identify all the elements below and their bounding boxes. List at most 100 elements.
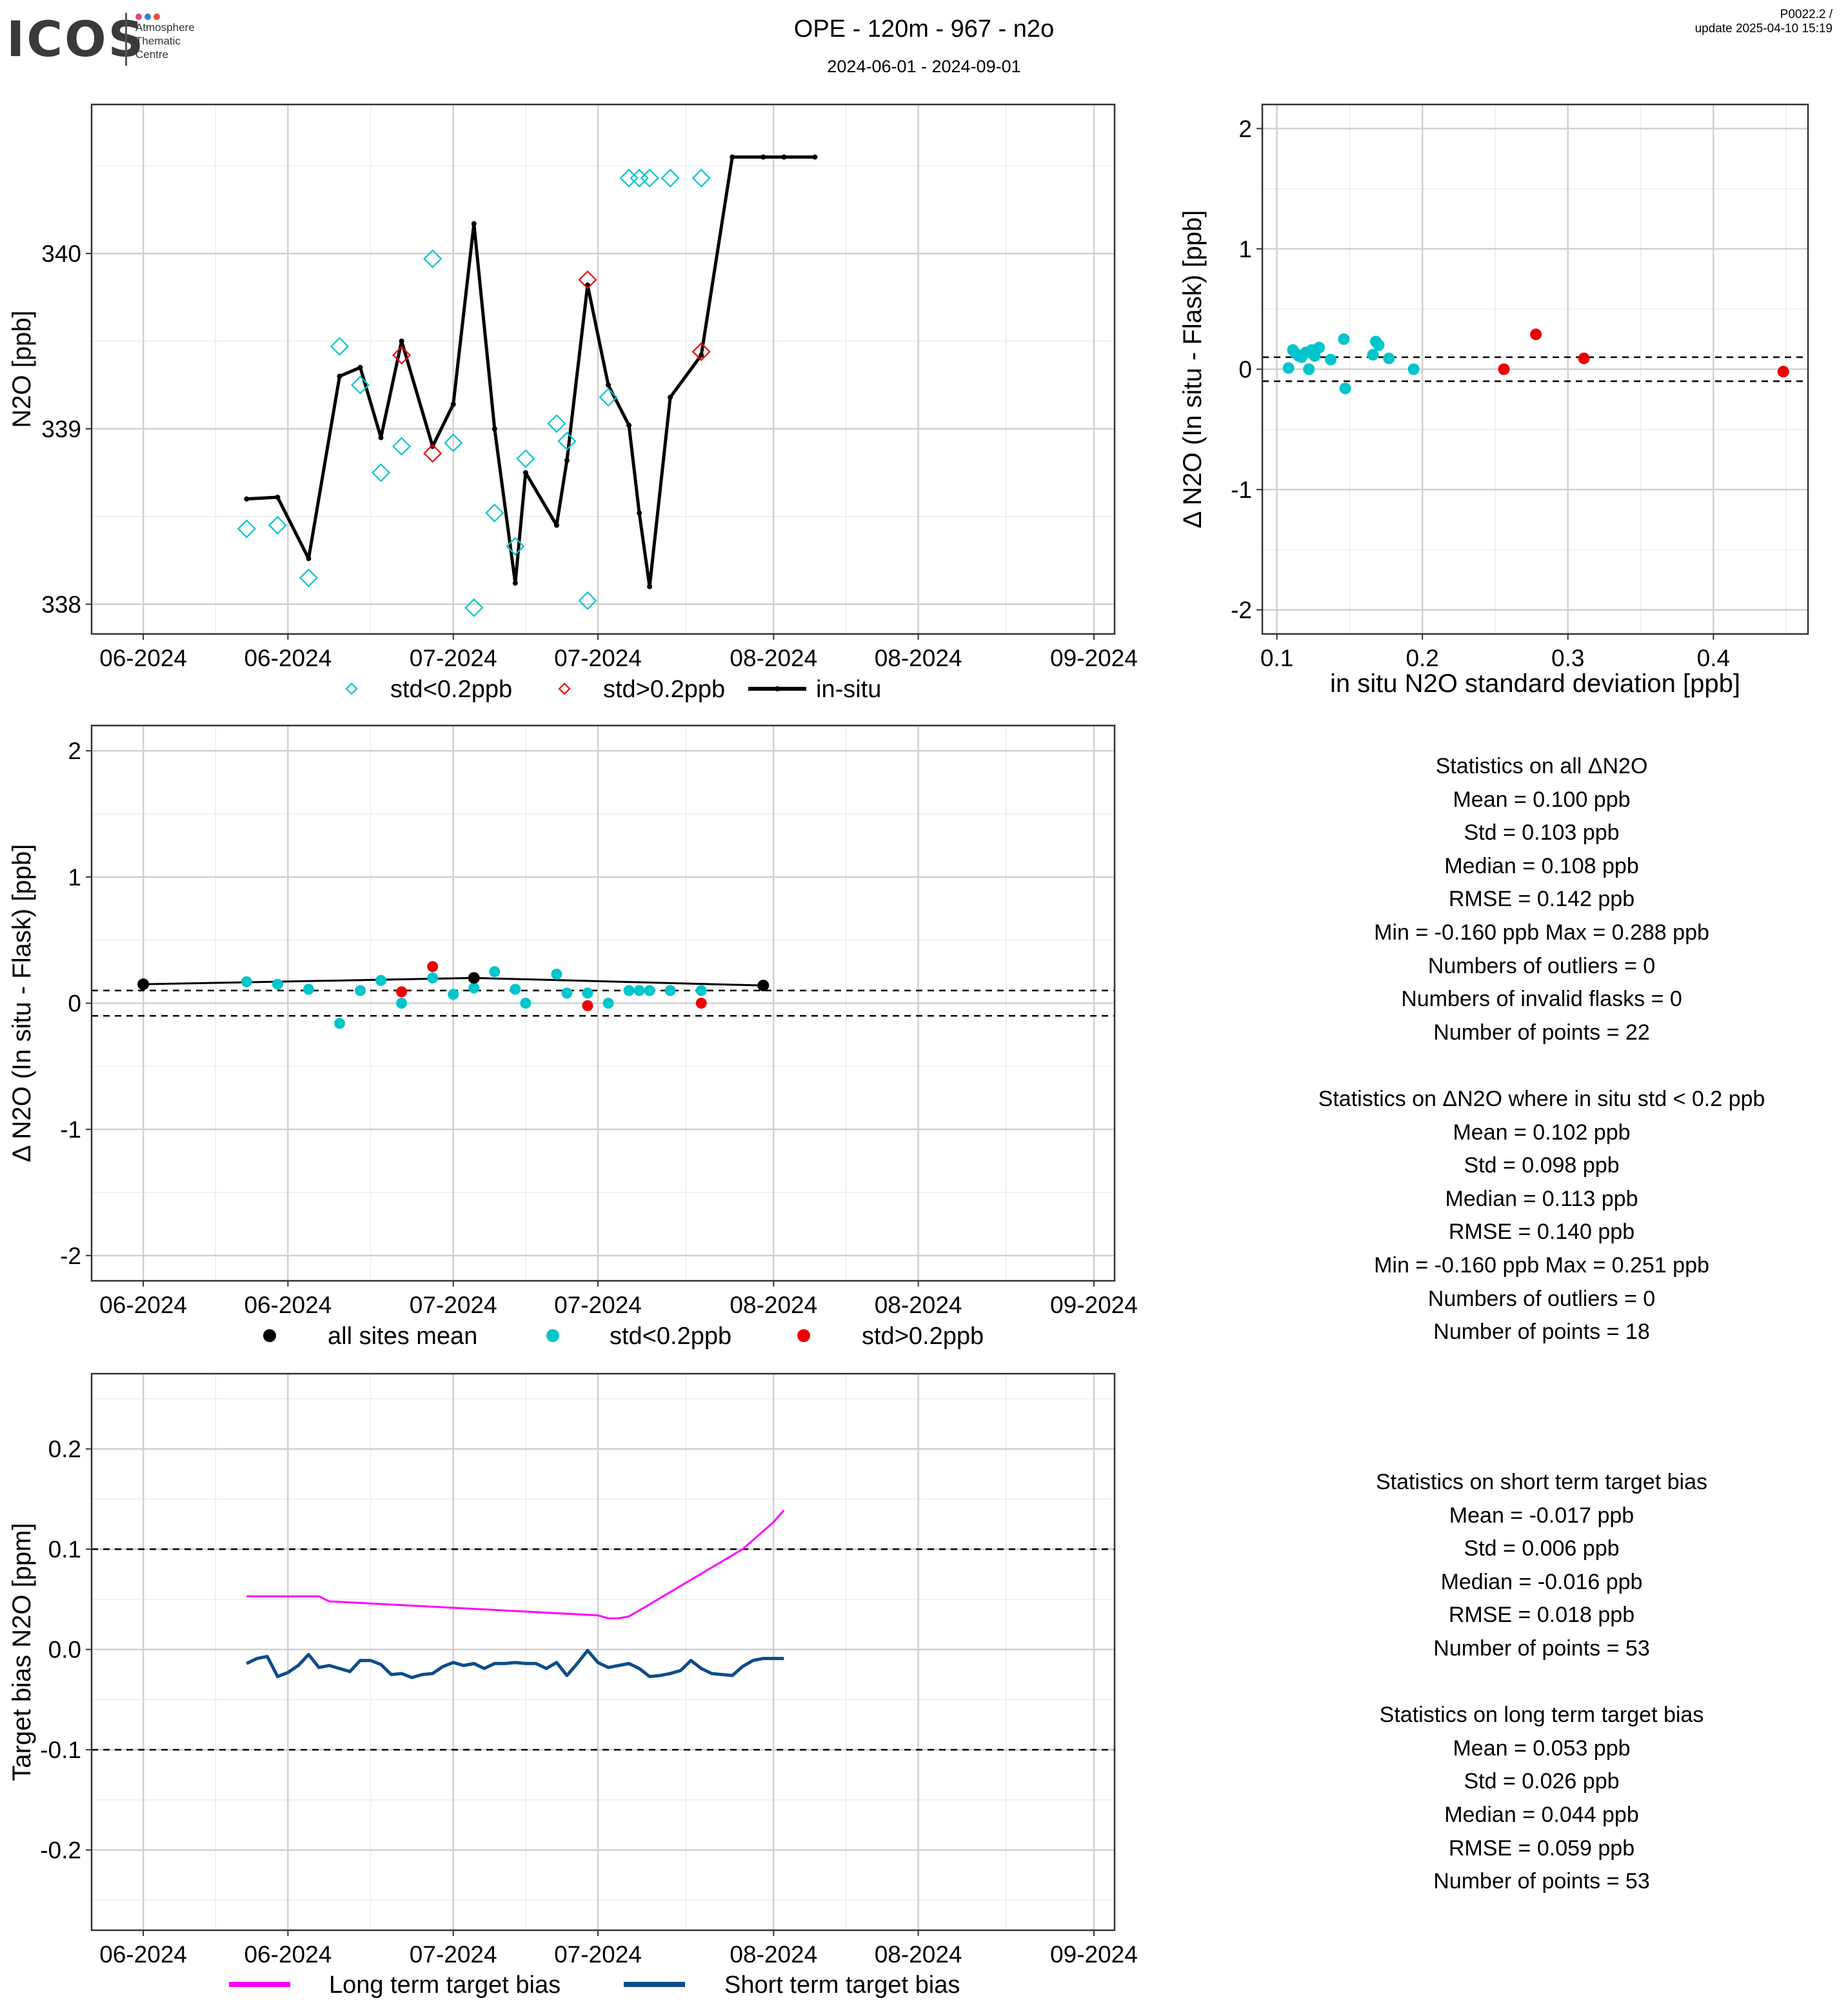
scatter-point-high-std — [1578, 352, 1590, 364]
y-tick-label: 339 — [41, 416, 81, 442]
flask-point-low-std — [372, 463, 391, 482]
flask-point-low-std — [619, 168, 639, 188]
delta-point-low-std — [375, 974, 387, 986]
logo-centre-name: Atmosphere Thematic Centre — [135, 21, 195, 61]
flask-statistics: Statistics on all ΔN2O Mean = 0.100 ppb … — [1238, 750, 1845, 1349]
x-tick-label: 0.4 — [1697, 645, 1730, 671]
flask-lowstd-std: Std = 0.098 ppb — [1464, 1153, 1620, 1178]
target-statistics: Statistics on short term target bias Mea… — [1238, 1466, 1845, 1899]
flask-point-low-std — [237, 519, 256, 539]
flask-point-low-std — [630, 168, 649, 188]
delta-point-low-std — [396, 998, 408, 1009]
short-bias-rmse: RMSE = 0.018 ppb — [1448, 1603, 1635, 1628]
scatter-point-low-std — [1383, 352, 1395, 364]
x-tick-label: 08-2024 — [875, 1292, 962, 1318]
x-tick-label: 09-2024 — [1050, 1292, 1138, 1318]
short-bias-std: Std = 0.006 ppb — [1464, 1536, 1620, 1561]
target-bias-legend: Long term target bias Short term target b… — [229, 1972, 960, 1999]
legend-label: std<0.2ppb — [390, 676, 512, 703]
scatter-point-low-std — [1338, 333, 1350, 345]
legend-key-high-std — [558, 682, 571, 695]
delta-point-low-std — [448, 989, 459, 1000]
scatter-point-high-std — [1498, 363, 1510, 375]
delta-point-low-std — [427, 972, 439, 984]
legend-label: std>0.2ppb — [862, 1323, 984, 1350]
scatter-point-low-std — [1282, 362, 1295, 374]
date-range: 2024-06-01 - 2024-09-01 — [827, 57, 1021, 76]
flask-point-low-std — [444, 433, 463, 453]
flask-lowstd-median: Median = 0.113 ppb — [1445, 1186, 1638, 1211]
x-tick-label: 08-2024 — [730, 1941, 817, 1968]
y-tick-label: 0.2 — [48, 1436, 81, 1463]
x-tick-label: 08-2024 — [730, 645, 817, 671]
insitu-point — [357, 364, 363, 370]
scatter-point-low-std — [1339, 382, 1351, 395]
flask-stats-invalid: Numbers of invalid flasks = 0 — [1401, 987, 1682, 1012]
version-label: P0022.2 / — [1780, 8, 1833, 21]
y-tick-label: 1 — [68, 864, 81, 891]
stats-spacer — [1238, 1666, 1845, 1699]
delta-point-low-std — [602, 998, 614, 1009]
legend-key-low-std — [345, 682, 358, 695]
delta-point-low-std — [303, 984, 314, 995]
delta-point-low-std — [489, 966, 501, 978]
insitu-point — [399, 339, 404, 344]
logo-line-1: Atmosphere — [135, 21, 195, 34]
flask-point-high-std — [578, 270, 597, 290]
flask-stats-std: Std = 0.103 ppb — [1464, 820, 1620, 845]
x-tick-label: 06-2024 — [244, 1941, 332, 1968]
legend-label: std<0.2ppb — [610, 1323, 731, 1350]
x-tick-label: 07-2024 — [554, 1941, 642, 1968]
logo-dot-pink — [135, 14, 142, 20]
insitu-point — [564, 457, 570, 463]
flask-stats-minmax: Min = -0.160 ppb Max = 0.288 ppb — [1374, 920, 1709, 945]
timeseries-panel: 06-2024 06-2024 07-2024 07-2024 08-2024 08-20… — [8, 103, 1138, 671]
long-bias-mean: Mean = 0.053 ppb — [1453, 1735, 1631, 1761]
flask-point-low-std — [661, 168, 680, 188]
insitu-point — [378, 435, 384, 440]
y-tick-label: 340 — [41, 241, 81, 267]
stats-spacer — [1238, 1049, 1845, 1083]
insitu-line — [246, 155, 815, 589]
legend-key-low-std — [546, 1329, 559, 1342]
delta-point-low-std — [633, 985, 645, 996]
plot-border — [1261, 103, 1809, 635]
x-tick-label: 08-2024 — [730, 1292, 817, 1318]
short-term-bias-line — [246, 1648, 784, 1679]
x-tick-label: 0.1 — [1260, 645, 1293, 671]
delta-point-low-std — [520, 998, 532, 1009]
flask-lowstd-outliers: Numbers of outliers = 0 — [1427, 1286, 1656, 1311]
x-tick-label: 0.2 — [1406, 645, 1438, 671]
delta_timeseries-panel: 06-2024 06-2024 07-2024 07-2024 08-2024 08-20… — [8, 724, 1138, 1318]
delta-point-low-std — [623, 985, 635, 996]
insitu-point — [244, 496, 250, 502]
delta-point-low-std — [272, 978, 283, 990]
insitu-point — [450, 401, 456, 407]
scatter-point-low-std — [1313, 341, 1325, 353]
flask-point-low-std — [268, 515, 287, 535]
scatter-point-high-std — [1530, 328, 1542, 341]
delta-point-high-std — [582, 1000, 593, 1011]
long-bias-std: Std = 0.026 ppb — [1464, 1769, 1620, 1794]
flask-lowstd-minmax: Min = -0.160 ppb Max = 0.251 ppb — [1374, 1252, 1709, 1278]
legend-label: std>0.2ppb — [603, 676, 725, 703]
timeseries-legend: std<0.2ppb std>0.2ppb in-situ — [345, 676, 881, 703]
x-tick-label: 06-2024 — [244, 1292, 332, 1318]
legend-key-high-std — [797, 1329, 810, 1342]
y-tick-label: -0.2 — [40, 1837, 81, 1864]
insitu-point — [337, 373, 343, 379]
insitu-point — [699, 352, 704, 358]
scatter-panel: 0.1 0.2 0.3 0.4 -2 -1 0 1 2 Δ N2O (In situ - Flas… — [1178, 103, 1809, 698]
legend-label: in-situ — [816, 676, 881, 703]
flask-point-low-std — [599, 388, 618, 407]
flask-lowstd-mean: Mean = 0.102 ppb — [1453, 1120, 1631, 1145]
x-tick-label: 09-2024 — [1050, 645, 1138, 671]
flask-stats-heading: Statistics on all ΔN2O — [1435, 754, 1648, 778]
x-axis-label: in situ N2O standard deviation [ppb] — [1330, 669, 1740, 698]
x-tick-label: 07-2024 — [554, 1292, 642, 1318]
insitu-point — [512, 580, 518, 586]
flask-point-low-std — [330, 337, 350, 356]
insitu-point — [626, 422, 632, 428]
flask-point-low-std — [506, 537, 525, 556]
